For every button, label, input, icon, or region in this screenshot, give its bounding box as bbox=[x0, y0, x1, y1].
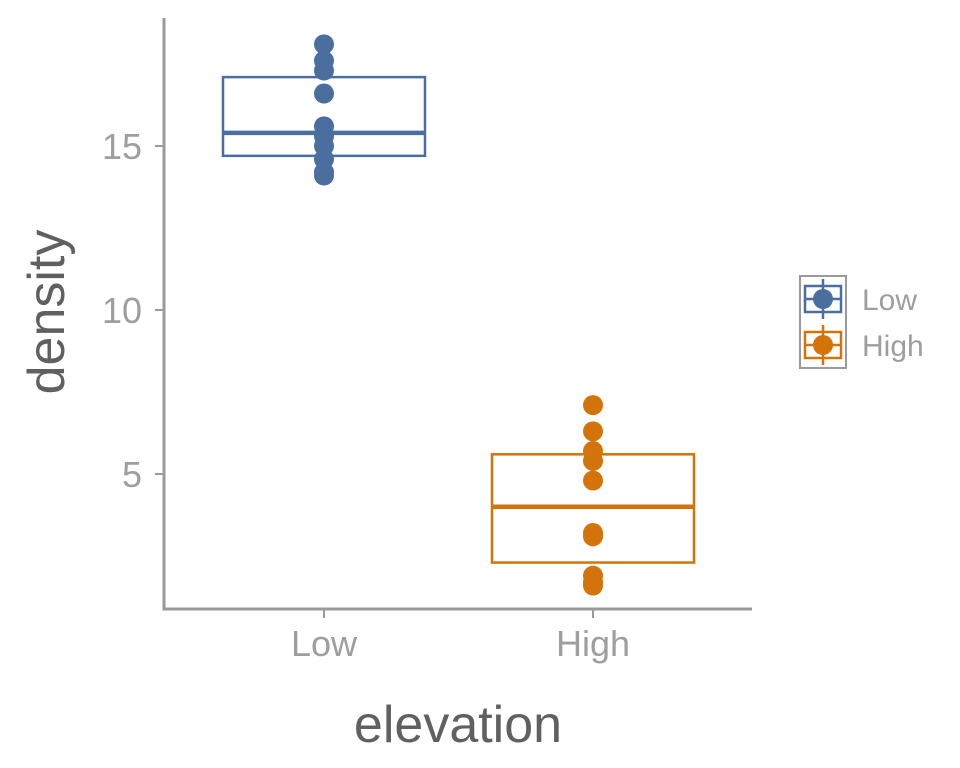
legend-key-high bbox=[803, 325, 843, 365]
legend-key-point bbox=[813, 335, 833, 355]
y-tick-label: 5 bbox=[122, 454, 142, 495]
y-tick-label: 10 bbox=[102, 290, 142, 331]
data-point bbox=[314, 83, 334, 104]
legend-key-low bbox=[803, 279, 843, 319]
box-group-high bbox=[490, 395, 696, 596]
data-point bbox=[583, 470, 603, 491]
box-group-low bbox=[221, 34, 427, 186]
data-point bbox=[583, 575, 603, 596]
plot-area bbox=[221, 34, 696, 596]
y-axis-title: density bbox=[18, 230, 76, 395]
data-point bbox=[583, 526, 603, 547]
data-point bbox=[583, 421, 603, 442]
legend-key-point bbox=[813, 289, 833, 309]
y-axis: 5 10 15 bbox=[102, 18, 166, 609]
x-tick-label: Low bbox=[291, 623, 358, 664]
x-axis-title: elevation bbox=[354, 696, 562, 754]
data-point bbox=[583, 395, 603, 416]
legend: Low High bbox=[799, 275, 924, 369]
x-tick-label: High bbox=[556, 623, 630, 664]
legend-label-high: High bbox=[862, 330, 924, 363]
x-axis: Low High bbox=[162, 607, 752, 664]
legend-label-low: Low bbox=[862, 284, 917, 317]
data-point bbox=[314, 60, 334, 81]
data-point bbox=[314, 165, 334, 186]
y-tick-label: 15 bbox=[102, 126, 142, 167]
data-point bbox=[583, 450, 603, 471]
data-point bbox=[314, 34, 334, 55]
